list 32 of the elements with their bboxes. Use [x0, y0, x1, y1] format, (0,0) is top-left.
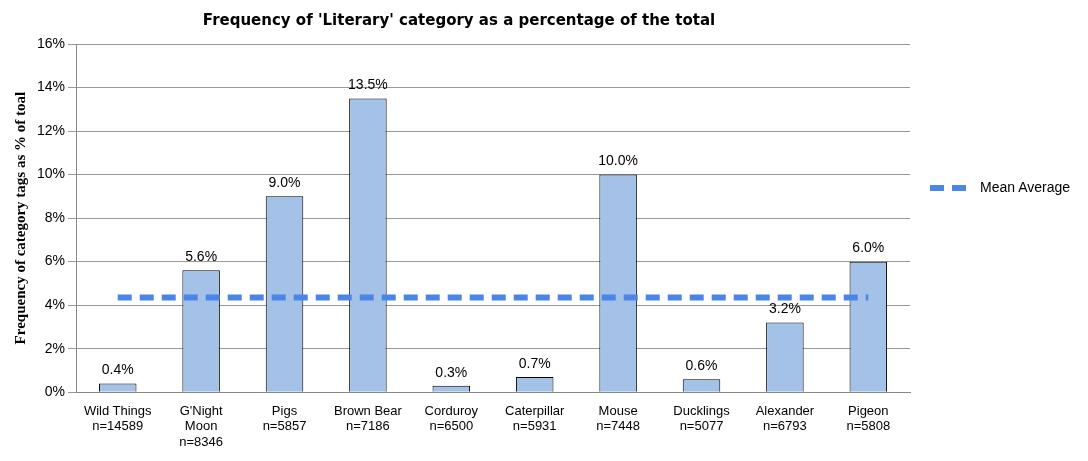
- x-tick-label: Pigs n=5857: [262, 402, 307, 434]
- y-tick-label: 8%: [44, 208, 66, 225]
- x-tick-label: Ducklings n=5077: [673, 402, 731, 434]
- data-label: 0.6%: [685, 357, 718, 373]
- x-tick-label: Alexander n=6793: [755, 402, 815, 434]
- y-tick-label: 14%: [36, 78, 66, 95]
- y-tick-label: 16%: [36, 34, 66, 51]
- x-tick-label: Wild Things n=14589: [83, 402, 153, 434]
- data-label: 10.0%: [598, 152, 638, 169]
- y-tick-label: 4%: [44, 296, 66, 313]
- y-tick-label: 0%: [44, 383, 66, 400]
- x-tick-label: Brown Bear n=7186: [333, 402, 403, 434]
- y-axis-title: Frequency of category tags as % of toal: [11, 91, 28, 345]
- x-tick-label: Caterpillar n=5931: [505, 402, 565, 434]
- data-label: 5.6%: [185, 248, 218, 265]
- data-label: 13.5%: [348, 76, 388, 93]
- data-label: 3.2%: [768, 300, 801, 317]
- legend-label: Mean Average: [980, 178, 1071, 195]
- x-tick-label: Pigeon n=5808: [846, 402, 891, 434]
- x-tick-label: Mouse n=7448: [596, 402, 640, 434]
- data-label: 0.3%: [435, 363, 468, 380]
- data-label: 0.4%: [101, 361, 134, 378]
- y-tick-label: 2%: [44, 339, 66, 356]
- data-label: 9.0%: [268, 174, 301, 191]
- y-tick-label: 12%: [36, 121, 66, 138]
- data-label: 6.0%: [852, 239, 885, 256]
- y-tick-label: 10%: [36, 165, 66, 182]
- data-label: 0.7%: [518, 354, 551, 371]
- x-tick-label: Corduroy n=6500: [424, 402, 479, 434]
- x-tick-label: G'Night Moon n=8346: [179, 402, 223, 449]
- y-tick-label: 6%: [44, 252, 66, 269]
- chart-title: Frequency of 'Literary' category as a percentage of the total: [202, 10, 716, 29]
